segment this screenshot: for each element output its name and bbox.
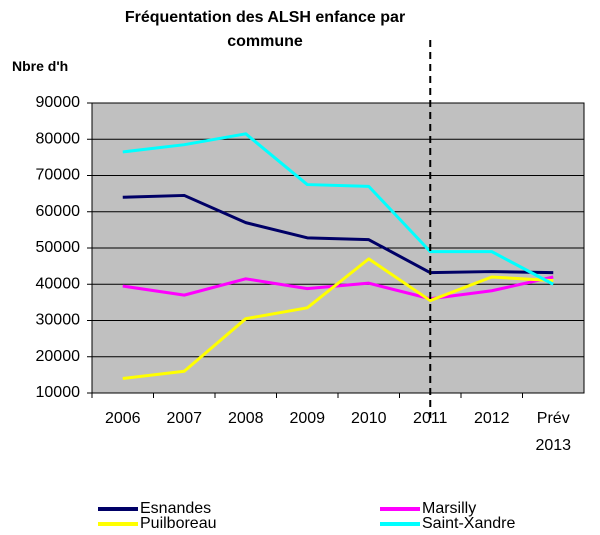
y-tick-label: 90000 xyxy=(36,94,81,111)
y-tick-label: 40000 xyxy=(36,275,81,292)
y-tick-label: 10000 xyxy=(36,384,81,401)
legend-label: Esnandes xyxy=(140,500,211,517)
y-tick-label: 30000 xyxy=(36,312,81,329)
legend-label: Puilboreau xyxy=(140,515,217,532)
y-tick-label: 50000 xyxy=(36,239,81,256)
y-tick-label: 60000 xyxy=(36,203,81,220)
x-tick-label: 2010 xyxy=(350,410,387,427)
x-tick-label: 2011 xyxy=(413,410,448,427)
x-tick-label: 2007 xyxy=(166,410,203,427)
x-tick-label: 2008 xyxy=(227,410,264,427)
series-line xyxy=(122,193,554,275)
x-tick-label: 2009 xyxy=(289,410,326,427)
series-line xyxy=(122,275,554,301)
legend-label: Saint-Xandre xyxy=(422,515,515,532)
chart-title: Fréquentation des ALSH enfance par commu… xyxy=(124,9,406,50)
series-line xyxy=(122,257,554,380)
y-tick-label: 80000 xyxy=(36,130,81,147)
x-tick-label: 2006 xyxy=(104,410,141,427)
legend-label: Marsilly xyxy=(422,500,476,517)
y-axis-label: Nbre d'h xyxy=(12,58,69,74)
x-tick-label: 2012 xyxy=(473,410,510,427)
y-tick-label: 70000 xyxy=(36,167,81,184)
series-line xyxy=(122,132,554,286)
y-tick-label: 20000 xyxy=(36,348,81,365)
x-tick-label: Prév 2013 xyxy=(535,410,572,454)
